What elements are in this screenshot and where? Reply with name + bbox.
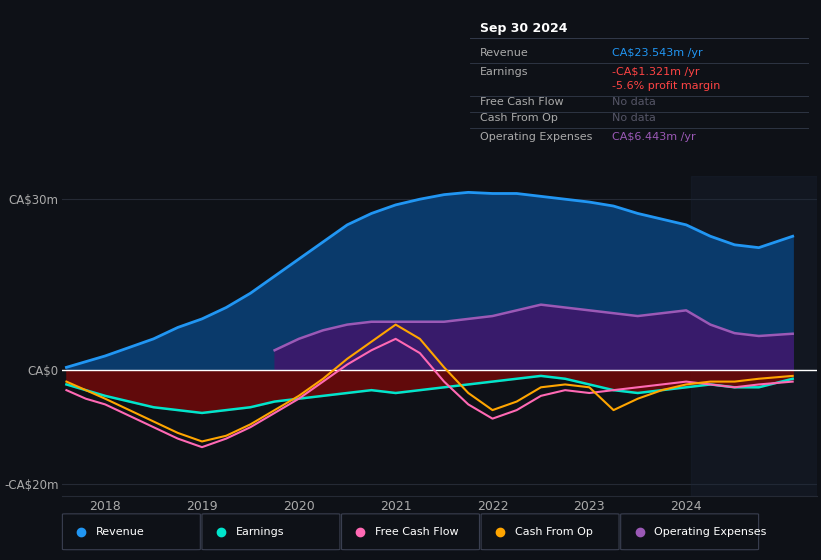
Text: Revenue: Revenue (479, 48, 529, 58)
Text: CA$23.543m /yr: CA$23.543m /yr (612, 48, 703, 58)
Bar (691, 176, 817, 496)
Text: Earnings: Earnings (479, 67, 528, 77)
Text: Free Cash Flow: Free Cash Flow (479, 97, 563, 107)
Text: Revenue: Revenue (96, 527, 144, 537)
Text: Free Cash Flow: Free Cash Flow (375, 527, 459, 537)
Text: -CA$1.321m /yr: -CA$1.321m /yr (612, 67, 699, 77)
Text: Operating Expenses: Operating Expenses (479, 132, 592, 142)
Text: Cash From Op: Cash From Op (515, 527, 593, 537)
Text: -5.6% profit margin: -5.6% profit margin (612, 81, 720, 91)
Text: No data: No data (612, 113, 656, 123)
Text: Operating Expenses: Operating Expenses (654, 527, 767, 537)
Text: Sep 30 2024: Sep 30 2024 (479, 22, 567, 35)
Text: Earnings: Earnings (236, 527, 284, 537)
Text: Cash From Op: Cash From Op (479, 113, 557, 123)
Text: No data: No data (612, 97, 656, 107)
Text: CA$6.443m /yr: CA$6.443m /yr (612, 132, 695, 142)
